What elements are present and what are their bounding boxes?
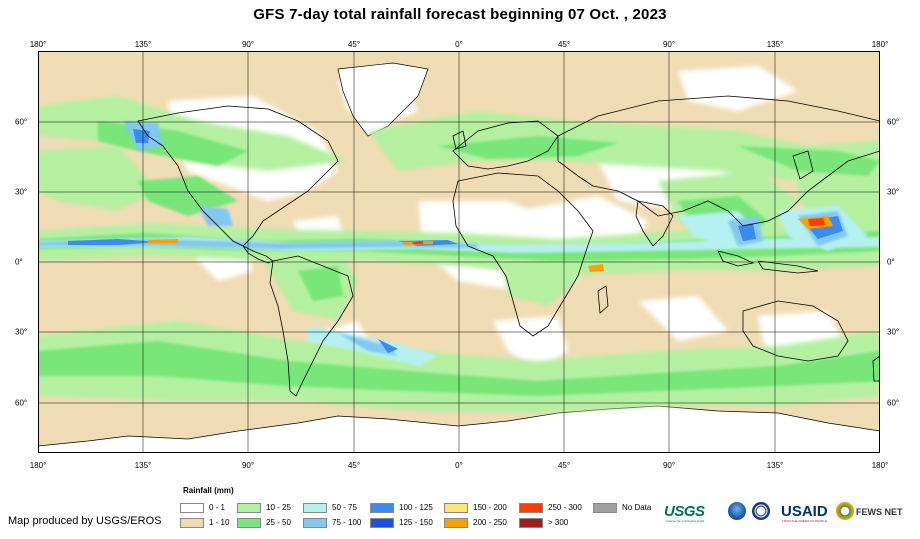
legend-label: 100 - 125	[399, 503, 433, 512]
legend-label: 10 - 25	[266, 503, 291, 512]
legend-label: 150 - 200	[473, 503, 507, 512]
legend-swatch	[303, 503, 327, 513]
lat-tick-right: 0°	[887, 257, 895, 267]
lat-tick-right: 60°	[887, 398, 900, 408]
greenland	[337, 62, 429, 137]
lon-tick-top: 90°	[662, 40, 676, 49]
usaid-tagline: FROM THE AMERICAN PEOPLE	[782, 519, 827, 523]
noaa-logo-icon	[728, 502, 746, 520]
legend-label: No Data	[622, 503, 652, 512]
lat-tick-left: 0°	[15, 257, 23, 267]
legend-label: > 300	[548, 518, 569, 527]
lon-tick-top: 135°	[134, 40, 152, 49]
lat-tick-right: 30°	[887, 327, 900, 337]
lon-tick-top: 45°	[557, 40, 571, 49]
lon-tick-bottom: 135°	[134, 461, 152, 470]
lon-tick-top: 45°	[347, 40, 361, 49]
legend-swatch	[370, 518, 394, 528]
legend-label: 250 - 300	[548, 503, 582, 512]
legend-swatch	[370, 503, 394, 513]
legend-label: 125 - 150	[399, 518, 433, 527]
lat-tick-left: 30°	[15, 327, 28, 337]
legend-label: 75 - 100	[332, 518, 362, 527]
lon-tick-top: 90°	[241, 40, 255, 49]
legend-label: 200 - 250	[473, 518, 507, 527]
legend-swatch	[519, 518, 543, 528]
legend-swatch	[303, 518, 327, 528]
legend-label: 0 - 1	[209, 503, 226, 512]
legend-title: Rainfall (mm)	[183, 486, 234, 495]
legend-label: 25 - 50	[266, 518, 291, 527]
usgs-tagline: science for a changing world	[666, 519, 705, 523]
legend-label: 50 - 75	[332, 503, 357, 512]
lon-tick-bottom: 90°	[241, 461, 255, 470]
lat-tick-right: 60°	[887, 117, 900, 127]
lat-tick-left: 30°	[15, 187, 28, 197]
lat-tick-right: 30°	[887, 187, 900, 197]
coastlines	[137, 95, 880, 397]
fews-net-logo: FEWS NET	[856, 507, 903, 517]
lat-tick-left: 60°	[15, 398, 28, 408]
lon-tick-top: 0°	[455, 40, 463, 49]
lat-tick-left: 60°	[15, 117, 28, 127]
lon-tick-bottom: 135°	[766, 461, 784, 470]
lon-tick-top: 180°	[29, 40, 47, 49]
lon-tick-bottom: 180°	[29, 461, 47, 470]
rain-250-300	[413, 218, 825, 244]
map-title: GFS 7-day total rainfall forecast beginn…	[253, 6, 667, 23]
lon-tick-bottom: 90°	[662, 461, 676, 470]
rainfall-map[interactable]	[38, 51, 880, 453]
credit-text: Map produced by USGS/EROS	[8, 515, 162, 527]
legend-swatch	[444, 503, 468, 513]
lon-tick-top: 135°	[766, 40, 784, 49]
lon-tick-bottom: 180°	[871, 461, 889, 470]
lon-tick-bottom: 45°	[347, 461, 361, 470]
lon-tick-bottom: 0°	[455, 461, 463, 470]
usgs-logo: USGS	[664, 503, 705, 520]
legend-swatch	[593, 503, 617, 513]
usaid-logo: USAID	[781, 503, 828, 520]
partner-logos: USGS science for a changing world USAID …	[664, 500, 916, 526]
lon-tick-top: 180°	[871, 40, 889, 49]
legend-swatch	[180, 518, 204, 528]
legend-swatch	[237, 518, 261, 528]
graticule	[38, 51, 880, 453]
legend-swatch	[519, 503, 543, 513]
nasa-seal-icon	[752, 502, 770, 520]
map-frame	[38, 51, 880, 453]
lon-tick-bottom: 45°	[557, 461, 571, 470]
legend-swatch	[180, 503, 204, 513]
legend-swatch	[237, 503, 261, 513]
legend-label: 1 - 10	[209, 518, 230, 527]
fews-globe-icon	[836, 502, 854, 520]
legend-swatch	[444, 518, 468, 528]
